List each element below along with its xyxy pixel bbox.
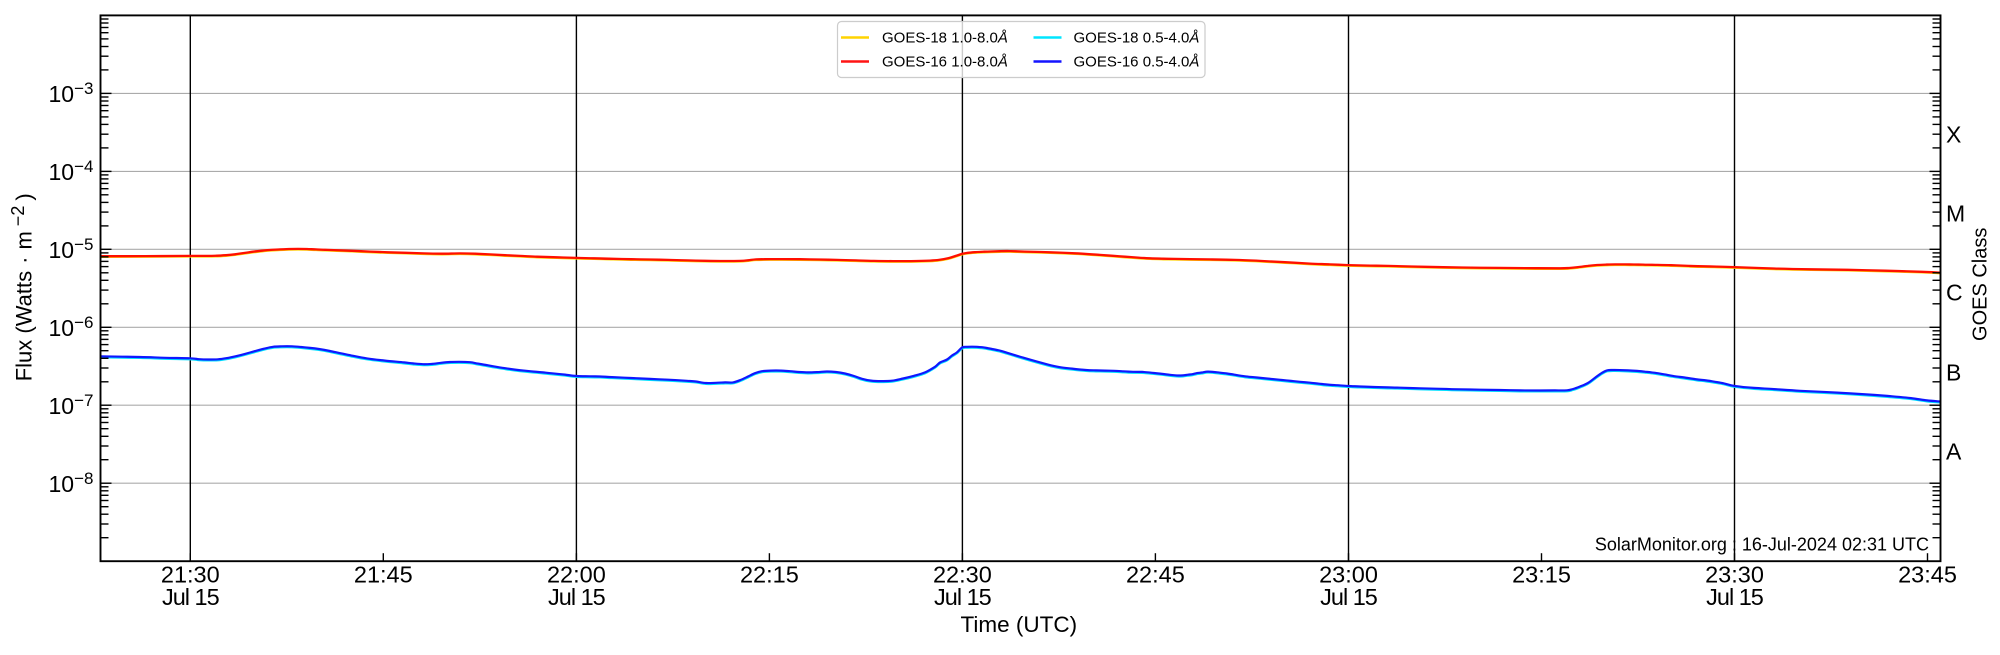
svg-text:X: X: [1946, 121, 1961, 147]
svg-text:B: B: [1946, 359, 1961, 385]
svg-text:SolarMonitor.org : 16-Jul-2024: SolarMonitor.org : 16-Jul-2024 02:31 UTC: [1595, 535, 1929, 555]
svg-text:21:45: 21:45: [354, 561, 413, 587]
svg-text:23:45: 23:45: [1898, 561, 1957, 587]
svg-text:Time (UTC): Time (UTC): [960, 612, 1077, 637]
svg-text:Jul 15: Jul 15: [934, 584, 992, 610]
svg-text:Jul 15: Jul 15: [1706, 584, 1764, 610]
svg-text:22:45: 22:45: [1126, 561, 1185, 587]
svg-text:Jul 15: Jul 15: [162, 584, 220, 610]
svg-text:22:15: 22:15: [740, 561, 799, 587]
svg-text:GOES-16 1.0-8.0Å: GOES-16 1.0-8.0Å: [882, 54, 1008, 71]
svg-text:C: C: [1946, 279, 1963, 305]
svg-text:M: M: [1946, 200, 1965, 226]
svg-text:21:30: 21:30: [161, 561, 220, 587]
svg-text:GOES-18 0.5-4.0Å: GOES-18 0.5-4.0Å: [1074, 30, 1200, 47]
svg-text:GOES-16 0.5-4.0Å: GOES-16 0.5-4.0Å: [1074, 54, 1200, 71]
svg-text:GOES-18 1.0-8.0Å: GOES-18 1.0-8.0Å: [882, 30, 1008, 47]
svg-text:23:15: 23:15: [1512, 561, 1571, 587]
svg-text:Jul 15: Jul 15: [1320, 584, 1378, 610]
svg-text:23:30: 23:30: [1705, 561, 1764, 587]
svg-text:10−3: 10−3: [49, 79, 94, 107]
svg-text:22:00: 22:00: [547, 561, 606, 587]
svg-text:A: A: [1946, 438, 1962, 464]
svg-text:Jul 15: Jul 15: [548, 584, 606, 610]
svg-text:22:30: 22:30: [933, 561, 992, 587]
svg-text:23:00: 23:00: [1319, 561, 1378, 587]
svg-text:GOES Class: GOES Class: [1970, 228, 1992, 341]
